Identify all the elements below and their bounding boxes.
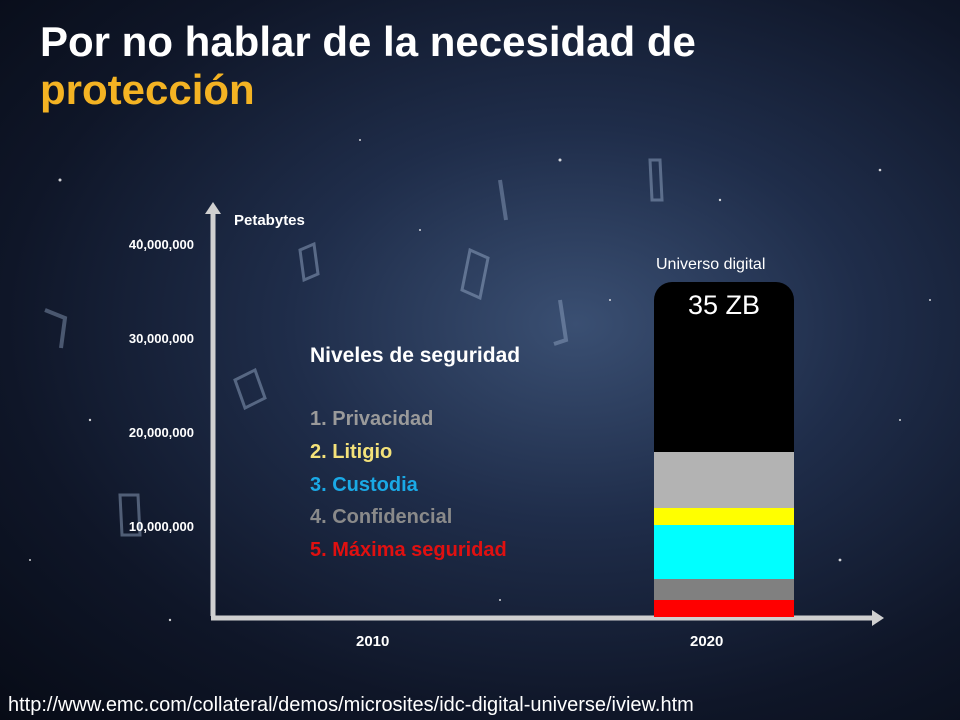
bar-segment-confidencial xyxy=(654,579,794,600)
legend-level: 3. Custodia xyxy=(310,474,418,496)
bar-segment-litigio xyxy=(654,508,794,525)
y-tick-label: 30,000,000 xyxy=(128,331,194,346)
bar-series-label: Universo digital xyxy=(656,256,766,273)
legend-level: 1. Privacidad xyxy=(310,408,434,430)
legend-level: 2. Litigio xyxy=(310,441,393,463)
x-tick-label: 2020 xyxy=(690,633,724,650)
slide-title: Por no hablar de la necesidad de protecc… xyxy=(40,18,696,114)
y-tick-label: 40,000,000 xyxy=(128,237,194,252)
bar-segment-privacidad xyxy=(654,452,794,508)
bar-2020-total xyxy=(654,282,794,452)
x-tick-label: 2010 xyxy=(356,633,390,650)
legend-title: Niveles de seguridad xyxy=(310,344,521,367)
y-axis-label: Petabytes xyxy=(234,212,305,229)
y-axis-arrow xyxy=(205,202,221,214)
y-tick-label: 10,000,000 xyxy=(128,519,194,534)
title-main: Por no hablar de la necesidad de xyxy=(40,18,696,65)
source-link[interactable]: http://www.emc.com/collateral/demos/micr… xyxy=(8,694,694,716)
bar-segment-maxima-seguridad xyxy=(654,600,794,617)
x-axis-arrow xyxy=(872,610,884,626)
legend-level: 5. Máxima seguridad xyxy=(310,539,507,561)
legend-level: 4. Confidencial xyxy=(310,506,453,528)
title-accent: protección xyxy=(40,66,255,113)
bar-segment-custodia xyxy=(654,525,794,579)
bar-value-label: 35 ZB xyxy=(687,290,761,320)
y-tick-label: 20,000,000 xyxy=(128,425,194,440)
